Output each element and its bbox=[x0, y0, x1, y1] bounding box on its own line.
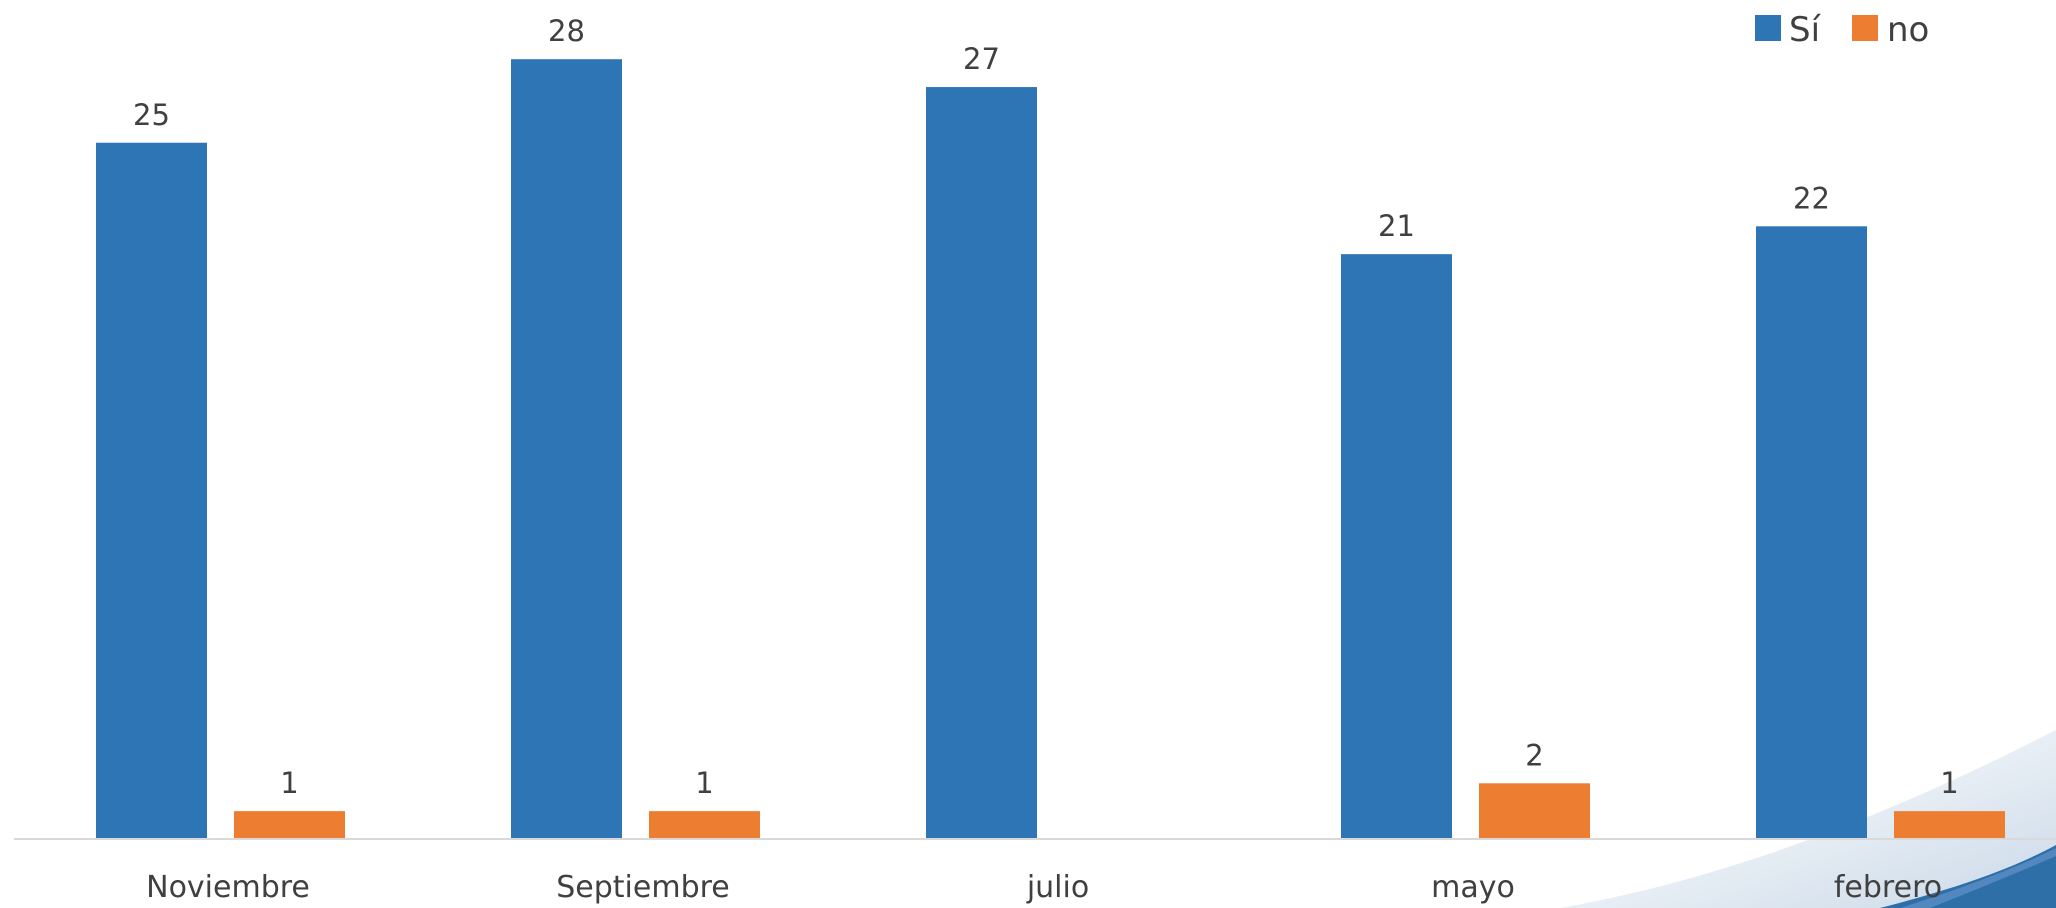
decorative-swoosh bbox=[1560, 730, 2056, 908]
bar-si-noviembre bbox=[96, 142, 207, 839]
bar-si-julio bbox=[926, 87, 1037, 840]
x-tick-label-mayo: mayo bbox=[1431, 870, 1515, 905]
x-tick-label-julio: julio bbox=[1026, 870, 1089, 905]
data-label-si-noviembre: 25 bbox=[133, 98, 170, 132]
bar-si-febrero bbox=[1756, 226, 1867, 840]
data-label-si-febrero: 22 bbox=[1793, 181, 1830, 215]
legend-label-no: no bbox=[1887, 10, 1929, 50]
data-label-si-mayo: 21 bbox=[1378, 209, 1415, 243]
data-label-si-septiembre: 28 bbox=[548, 14, 585, 48]
x-tick-label-noviembre: Noviembre bbox=[146, 870, 310, 905]
data-label-no-febrero: 1 bbox=[1940, 766, 1958, 800]
legend: Sí no bbox=[1755, 10, 1929, 50]
x-tick-label-septiembre: Septiembre bbox=[556, 870, 730, 905]
legend-swatch-si bbox=[1755, 15, 1781, 41]
bar-no-febrero bbox=[1894, 811, 2005, 839]
data-label-no-septiembre: 1 bbox=[695, 766, 713, 800]
bar-no-noviembre bbox=[234, 811, 345, 839]
bar-si-mayo bbox=[1341, 254, 1452, 839]
legend-label-si: Sí bbox=[1789, 10, 1822, 50]
data-label-no-mayo: 2 bbox=[1525, 738, 1543, 772]
legend-swatch-no bbox=[1852, 15, 1878, 41]
data-label-si-julio: 27 bbox=[963, 42, 1000, 76]
bar-no-mayo bbox=[1479, 783, 1590, 839]
bar-no-septiembre bbox=[649, 811, 760, 839]
bar-si-septiembre bbox=[511, 59, 622, 839]
data-label-no-noviembre: 1 bbox=[280, 766, 298, 800]
x-axis-tick-labels: Noviembre Septiembre julio mayo febrero bbox=[146, 870, 1942, 905]
x-tick-label-febrero: febrero bbox=[1834, 870, 1942, 905]
